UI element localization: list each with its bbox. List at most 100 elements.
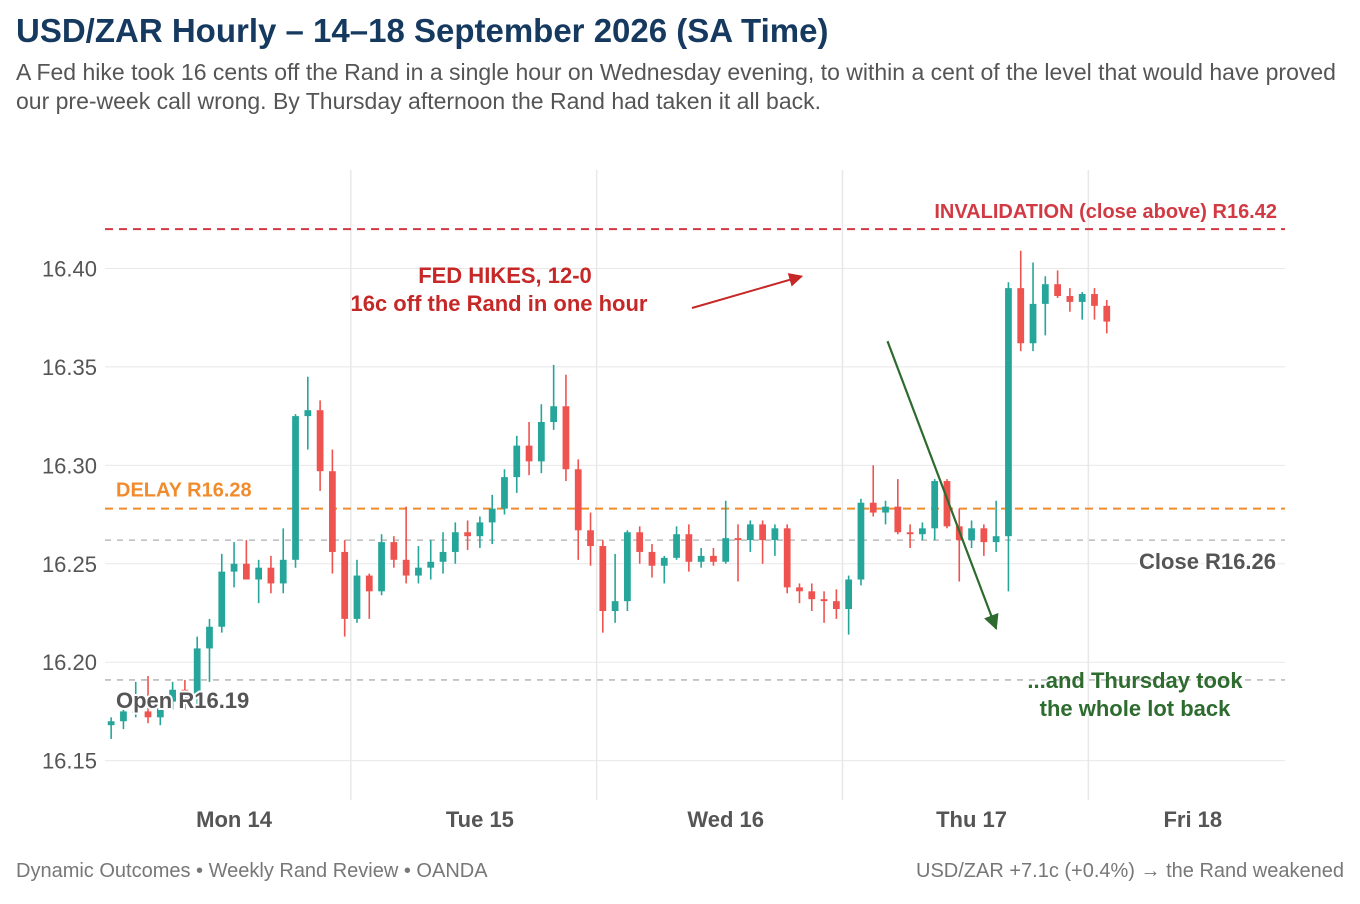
candle-body [353, 575, 361, 619]
candle [1103, 299, 1111, 334]
candle [501, 469, 508, 515]
thursday-annotation-line1: ...and Thursday took [1027, 668, 1243, 693]
candle-body [476, 522, 484, 537]
candle [869, 465, 877, 517]
candle [1054, 270, 1061, 298]
candle-body [624, 532, 631, 602]
x-tick-label: Tue 15 [446, 807, 514, 832]
candle-body [1041, 284, 1049, 304]
candle-body [402, 559, 410, 576]
candle [587, 512, 594, 566]
candle [132, 681, 140, 718]
candle-body [451, 532, 459, 552]
candle [439, 532, 447, 574]
candle [906, 524, 914, 548]
candle [783, 524, 791, 594]
candle [574, 459, 582, 560]
candle [943, 479, 951, 529]
thursday-annotation-arrow [886, 340, 999, 631]
candle-body [673, 534, 680, 558]
candle [1041, 276, 1049, 336]
candle-body [304, 410, 312, 417]
fed-annotation-arrow [691, 273, 804, 309]
candle [624, 530, 631, 611]
candle [230, 542, 238, 588]
candle [562, 374, 570, 482]
candle [488, 494, 496, 545]
candle [193, 636, 201, 706]
candle-body [206, 626, 213, 649]
candle [685, 524, 693, 572]
candle-body [1103, 305, 1111, 322]
candle-body [980, 528, 988, 543]
candle-body [562, 406, 570, 470]
candle-body [218, 571, 226, 627]
candle [1091, 288, 1098, 320]
candle-body [771, 528, 779, 541]
candle [415, 546, 422, 584]
candle-body [279, 559, 287, 584]
candle [722, 500, 730, 564]
candle-body [132, 711, 140, 713]
candle-body [378, 542, 385, 592]
candle [845, 575, 853, 635]
candle-body [882, 506, 889, 513]
candle [955, 508, 963, 582]
y-tick-label: 16.20 [42, 650, 97, 675]
delay-label: DELAY R16.28 [116, 480, 252, 502]
candle [734, 524, 742, 582]
y-tick-label: 16.30 [42, 453, 97, 478]
candle [759, 520, 766, 564]
candle-body [685, 534, 693, 562]
candle [390, 536, 398, 568]
candle [279, 528, 287, 594]
candle-body [341, 551, 349, 619]
candle-body [550, 406, 558, 422]
candle [329, 449, 336, 574]
chart-subtitle: A Fed hike took 16 cents off the Rand in… [16, 59, 1336, 114]
candle-body [636, 532, 644, 552]
candle [857, 498, 865, 586]
candle [660, 555, 668, 584]
candle [808, 583, 816, 611]
open-label: Open R16.19 [116, 688, 249, 713]
candle-body [931, 481, 939, 529]
candle-body [587, 530, 594, 547]
candle-body [316, 410, 324, 472]
candle [181, 679, 189, 710]
candle-body [1017, 288, 1025, 344]
candle [169, 681, 176, 710]
candle-body [746, 524, 754, 541]
candle [218, 553, 226, 633]
x-tick-label: Thu 17 [936, 807, 1007, 832]
fed-annotation-line2: 16c off the Rand in one hour [350, 291, 647, 316]
candle-body [230, 563, 238, 572]
candle [832, 589, 840, 619]
candle-body [537, 422, 545, 462]
candle [980, 524, 988, 556]
candle [402, 506, 410, 584]
candle [304, 376, 312, 450]
candle [120, 709, 127, 730]
candle [353, 559, 361, 623]
candle-body [857, 502, 865, 580]
candle-body [156, 701, 164, 718]
candle [156, 697, 164, 726]
candle [451, 522, 459, 564]
candle [206, 618, 213, 682]
candle-body [710, 555, 717, 562]
candles [107, 250, 1111, 739]
y-tick-label: 16.40 [42, 256, 97, 281]
candle [599, 540, 607, 633]
y-tick-label: 16.25 [42, 552, 97, 577]
candle [537, 404, 545, 474]
candle [255, 559, 263, 604]
invalidation-label: INVALIDATION (close above) R16.42 [934, 201, 1277, 223]
candle [968, 520, 975, 548]
candle-body [1054, 284, 1061, 296]
candle [710, 548, 717, 566]
candle-body [734, 538, 742, 541]
candle [931, 479, 939, 541]
candle-body [906, 532, 914, 535]
